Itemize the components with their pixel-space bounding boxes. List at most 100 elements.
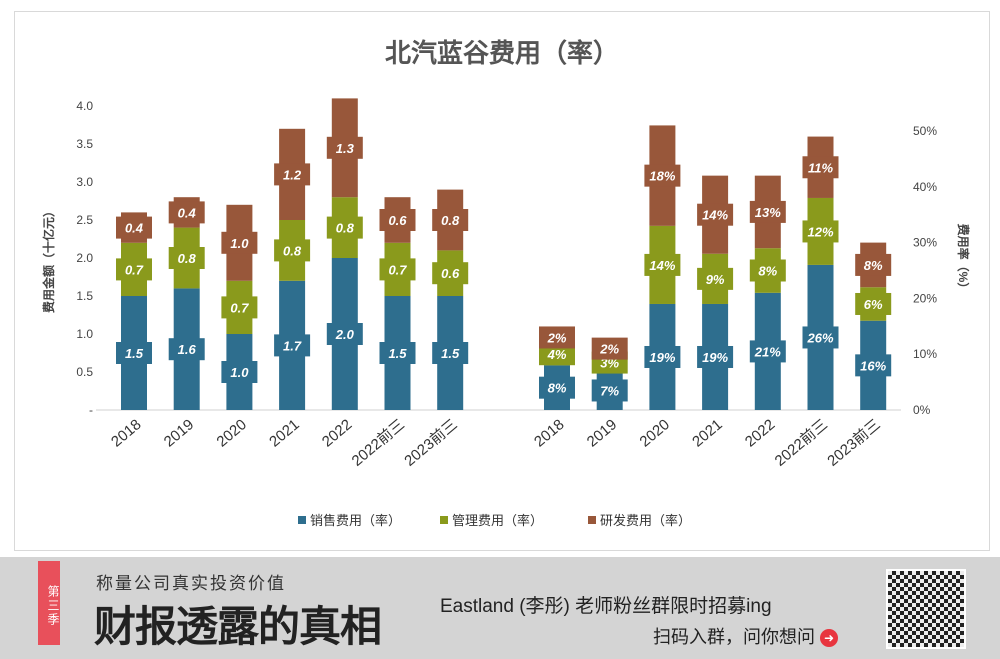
left-y-tick: 2.5	[76, 213, 93, 227]
data-label-box	[802, 326, 839, 349]
arrow-right-icon: ➜	[820, 629, 838, 648]
data-label-box	[221, 361, 258, 383]
legend-item: 研发费用（率）	[600, 513, 691, 528]
data-label-box	[749, 200, 786, 223]
data-label: 8%	[864, 258, 883, 273]
data-label-box	[591, 337, 628, 360]
data-label: 0.4	[125, 221, 144, 236]
data-label-box	[168, 338, 205, 361]
data-label-box	[221, 296, 258, 319]
data-label-box	[274, 239, 311, 262]
data-label: 11%	[808, 160, 833, 175]
scan-text: 扫码入群，问你想问 ➜	[653, 623, 838, 649]
data-label-box	[802, 156, 839, 179]
data-label-box	[539, 326, 575, 349]
data-label: 1.0	[230, 365, 249, 380]
data-label: 2.0	[335, 327, 355, 342]
data-label-box	[855, 292, 892, 315]
data-label: 1.7	[283, 338, 302, 353]
data-label-box	[644, 345, 681, 368]
data-label: 0.8	[178, 251, 197, 266]
data-label: 13%	[755, 205, 781, 220]
left-y-label: 费用金额（十亿元）	[41, 205, 56, 313]
x-tick-label: 2022前三	[349, 416, 408, 470]
data-label: 0.8	[441, 213, 460, 228]
data-label-box	[116, 342, 152, 364]
right-y-tick: 20%	[913, 291, 937, 305]
left-y-tick: 0.5	[76, 365, 93, 379]
x-tick-label: 2023前三	[824, 416, 883, 470]
data-label-box	[697, 267, 734, 290]
data-label: 1.2	[283, 167, 302, 182]
data-label: 1.6	[178, 342, 197, 357]
left-y-tick: 3.0	[76, 175, 93, 189]
chart-title: 北汽蓝谷费用（率）	[385, 38, 619, 68]
x-tick-label: 2018	[108, 416, 144, 450]
data-label: 0.7	[388, 262, 407, 277]
x-tick-label: 2020	[636, 416, 672, 450]
right-y-tick: 0%	[913, 403, 931, 417]
data-label-box	[855, 253, 892, 276]
legend-swatch	[298, 516, 306, 524]
data-label-box	[432, 262, 469, 285]
data-label-box	[697, 203, 734, 226]
data-label: 0.8	[283, 243, 302, 258]
data-label-box	[379, 258, 416, 281]
scan-label: 扫码入群，问你想问	[652, 627, 815, 647]
right-y-tick: 50%	[913, 124, 937, 138]
data-label-box	[326, 136, 363, 159]
left-y-tick: 2.0	[76, 251, 93, 265]
legend-item: 销售费用（率）	[310, 513, 401, 528]
x-tick-label: 2021	[689, 416, 725, 450]
data-label: 14%	[702, 208, 728, 223]
data-label: 1.0	[230, 236, 249, 251]
data-label: 0.4	[178, 205, 197, 220]
data-label: 0.7	[125, 262, 144, 277]
data-label-box	[168, 201, 205, 224]
data-label: 6%	[864, 297, 883, 312]
x-tick-label: 2021	[266, 416, 302, 450]
left-y-tick: 1.5	[76, 289, 93, 303]
data-label-box	[432, 342, 469, 364]
right-y-tick: 10%	[913, 347, 937, 361]
data-label: 1.3	[336, 141, 355, 156]
data-label-box	[697, 345, 734, 368]
x-tick-label: 2018	[531, 416, 567, 450]
data-label: 7%	[600, 383, 619, 398]
data-label-box	[379, 342, 416, 364]
data-label: 12%	[807, 224, 833, 239]
season-ribbon: 第三季	[38, 561, 60, 645]
data-label: 1.5	[441, 346, 460, 361]
data-label: 4%	[547, 347, 567, 362]
qr-code[interactable]	[886, 569, 966, 649]
data-label-box	[116, 258, 152, 281]
banner-title: 财报透露的真相	[94, 602, 382, 651]
left-y-tick: 3.5	[76, 137, 93, 151]
data-label: 8%	[548, 381, 567, 396]
data-label: 21%	[754, 344, 781, 359]
data-label: 16%	[860, 358, 886, 373]
data-label: 0.6	[441, 266, 460, 281]
data-label-box	[326, 323, 363, 345]
data-label: 26%	[806, 330, 833, 345]
data-label: 18%	[649, 169, 675, 184]
data-label-box	[539, 343, 575, 366]
data-label: 14%	[649, 258, 675, 273]
data-label-box	[379, 209, 416, 231]
data-label: 2%	[547, 330, 567, 345]
banner-subtitle: 称量公司真实投资价值	[96, 574, 286, 593]
data-label: 1.5	[125, 346, 144, 361]
data-label-box	[168, 247, 205, 269]
promo-banner: 第三季 称量公司真实投资价值 财报透露的真相 Eastland (李彤) 老师粉…	[0, 557, 1000, 659]
right-y-label: 费用率（%）	[956, 224, 971, 295]
data-label: 19%	[702, 350, 728, 365]
x-tick-label: 2023前三	[401, 416, 460, 470]
data-label-box	[591, 379, 628, 402]
data-label: 0.7	[230, 300, 249, 315]
chart-card: 北汽蓝谷费用（率） - 0.5 1.0 1.5 2.0 2.5 3.0 3.5 4.0 0% 10% 2…	[14, 11, 990, 551]
legend-swatch	[588, 516, 596, 524]
data-label-box	[432, 209, 469, 231]
x-tick-label: 2022前三	[772, 416, 831, 470]
left-y-tick: -	[89, 403, 93, 417]
x-tick-label: 2019	[584, 416, 620, 450]
